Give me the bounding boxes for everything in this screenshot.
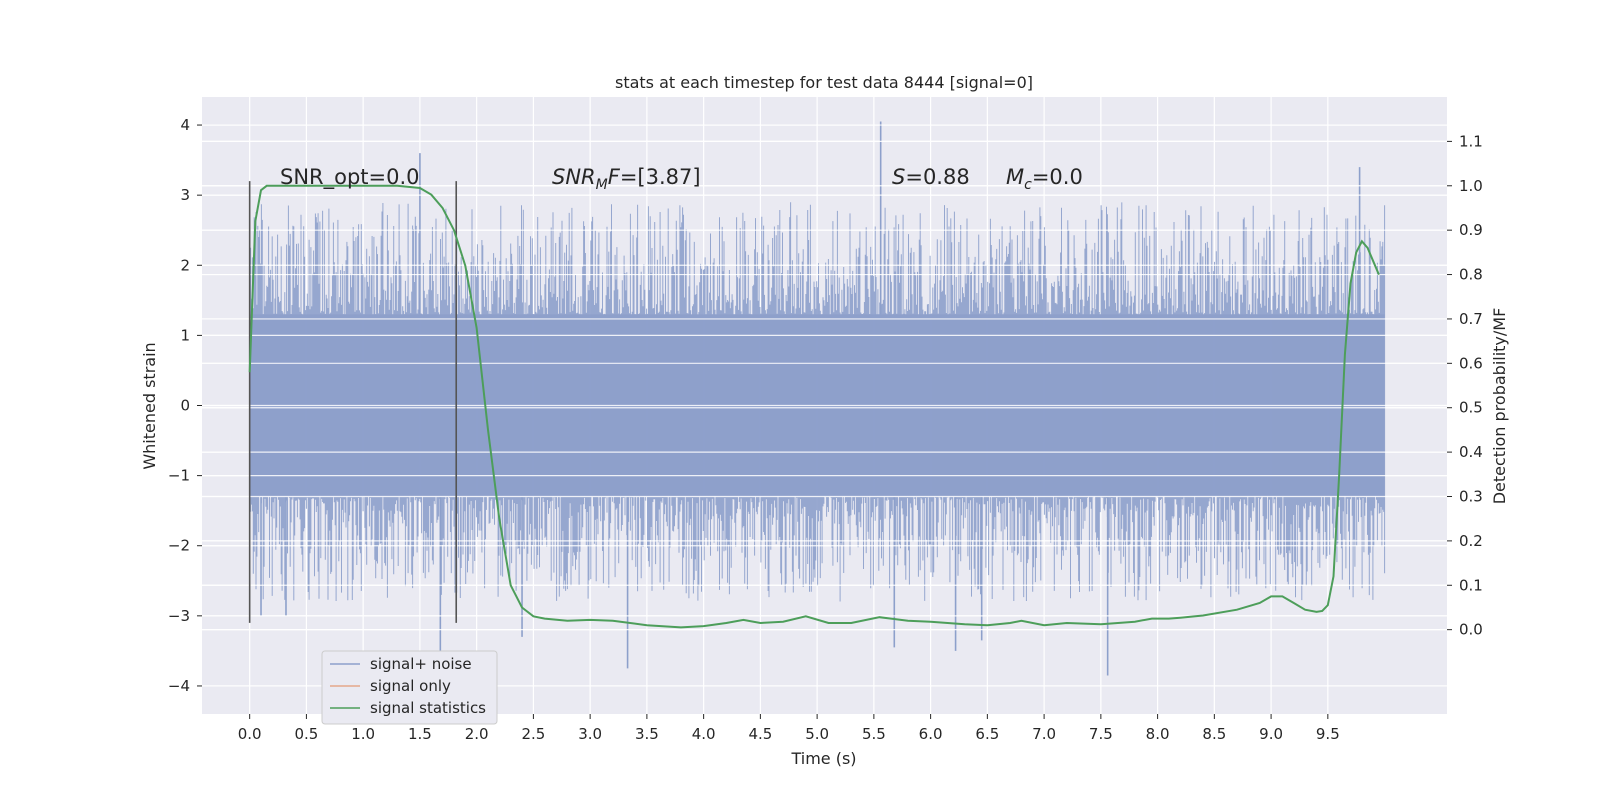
- y-tick-label: 2: [180, 256, 190, 274]
- y2-tick-label: 0.5: [1459, 399, 1483, 417]
- y-tick-label: 1: [180, 326, 190, 344]
- annotation-snr-opt: SNR_opt=0.0: [280, 165, 420, 190]
- x-tick-label: 0.0: [238, 725, 262, 743]
- x-tick-label: 9.0: [1259, 725, 1283, 743]
- mc-symbol: M: [1006, 165, 1024, 189]
- chart-title: stats at each timestep for test data 844…: [615, 73, 1033, 92]
- x-tick-label: 6.5: [975, 725, 999, 743]
- y-tick-label: −4: [168, 677, 190, 695]
- mc-subscript: c: [1024, 177, 1032, 193]
- legend-box: [321, 650, 498, 725]
- y2-tick-label: 0.7: [1459, 310, 1483, 328]
- x-tick-label: 3.0: [578, 725, 602, 743]
- y2-tick-label: 0.9: [1459, 221, 1483, 239]
- y-tick-label: −1: [168, 467, 190, 485]
- snr-mf-value: =[3.87]: [620, 165, 701, 189]
- snr-mf-subscript: M: [596, 177, 608, 193]
- grid-overlay: [202, 124, 1447, 687]
- x-tick-label: 0.5: [294, 725, 318, 743]
- legend-label-signal-noise: signal+ noise: [370, 655, 472, 673]
- x-tick-label: 8.5: [1202, 725, 1226, 743]
- y-tick-label: 0: [180, 397, 190, 415]
- x-tick-label: 1.0: [351, 725, 375, 743]
- snr-mf-symbol: SNR: [552, 165, 596, 189]
- y2-tick-label: 0.8: [1459, 266, 1483, 284]
- snr-mf-suffix: F: [608, 165, 621, 189]
- y-axis-label: Whitened strain: [140, 342, 159, 469]
- x-tick-label: 8.0: [1146, 725, 1170, 743]
- annotation-mc: Mc=0.0: [1006, 165, 1083, 193]
- ticks: 0.0 0.5 1.0 1.5 2.0 2.5 3.0 3.5 4.0 4.5 5.0 5.5 6.0 6…: [168, 116, 1483, 743]
- y2-tick-label: 1.0: [1459, 177, 1483, 195]
- s-symbol: S: [892, 165, 905, 189]
- legend-label-signal-only: signal only: [370, 677, 451, 695]
- y-tick-label: 4: [180, 116, 190, 134]
- y2-tick-label: 0.4: [1459, 443, 1483, 461]
- y2-tick-label: 0.2: [1459, 532, 1483, 550]
- annotation-snr-mf: SNRMF=[3.87]: [552, 165, 701, 193]
- y2-tick-label: 0.0: [1459, 621, 1483, 639]
- x-tick-label: 5.5: [862, 725, 886, 743]
- legend: signal+ noise signal only signal statist…: [321, 650, 498, 725]
- x-tick-label: 2.0: [465, 725, 489, 743]
- y-tick-label: −3: [168, 607, 190, 625]
- x-tick-label: 6.0: [919, 725, 943, 743]
- x-tick-label: 4.5: [748, 725, 772, 743]
- x-tick-label: 2.5: [521, 725, 545, 743]
- y-tick-label: 3: [180, 186, 190, 204]
- y-tick-label: −2: [168, 537, 190, 555]
- annotation-s: S=0.88: [892, 165, 970, 189]
- x-tick-label: 9.5: [1316, 725, 1340, 743]
- x-tick-label: 4.0: [692, 725, 716, 743]
- x-tick-label: 7.0: [1032, 725, 1056, 743]
- y2-axis-label: Detection probability/MF: [1490, 308, 1509, 505]
- y2-tick-label: 0.1: [1459, 576, 1483, 594]
- y2-tick-label: 0.3: [1459, 487, 1483, 505]
- y2-tick-label: 1.1: [1459, 132, 1483, 150]
- mc-value: =0.0: [1032, 165, 1083, 189]
- x-tick-label: 7.5: [1089, 725, 1113, 743]
- statistics-series: [248, 184, 1380, 629]
- vertical-markers: [248, 181, 458, 623]
- x-tick-label: 5.0: [805, 725, 829, 743]
- s-value: =0.88: [905, 165, 969, 189]
- x-axis-label: Time (s): [790, 749, 856, 768]
- x-tick-label: 1.5: [408, 725, 432, 743]
- legend-label-signal-statistics: signal statistics: [370, 699, 486, 717]
- x-tick-label: 3.5: [635, 725, 659, 743]
- signal-statistics-line: [248, 184, 1380, 629]
- y2-tick-label: 0.6: [1459, 354, 1483, 372]
